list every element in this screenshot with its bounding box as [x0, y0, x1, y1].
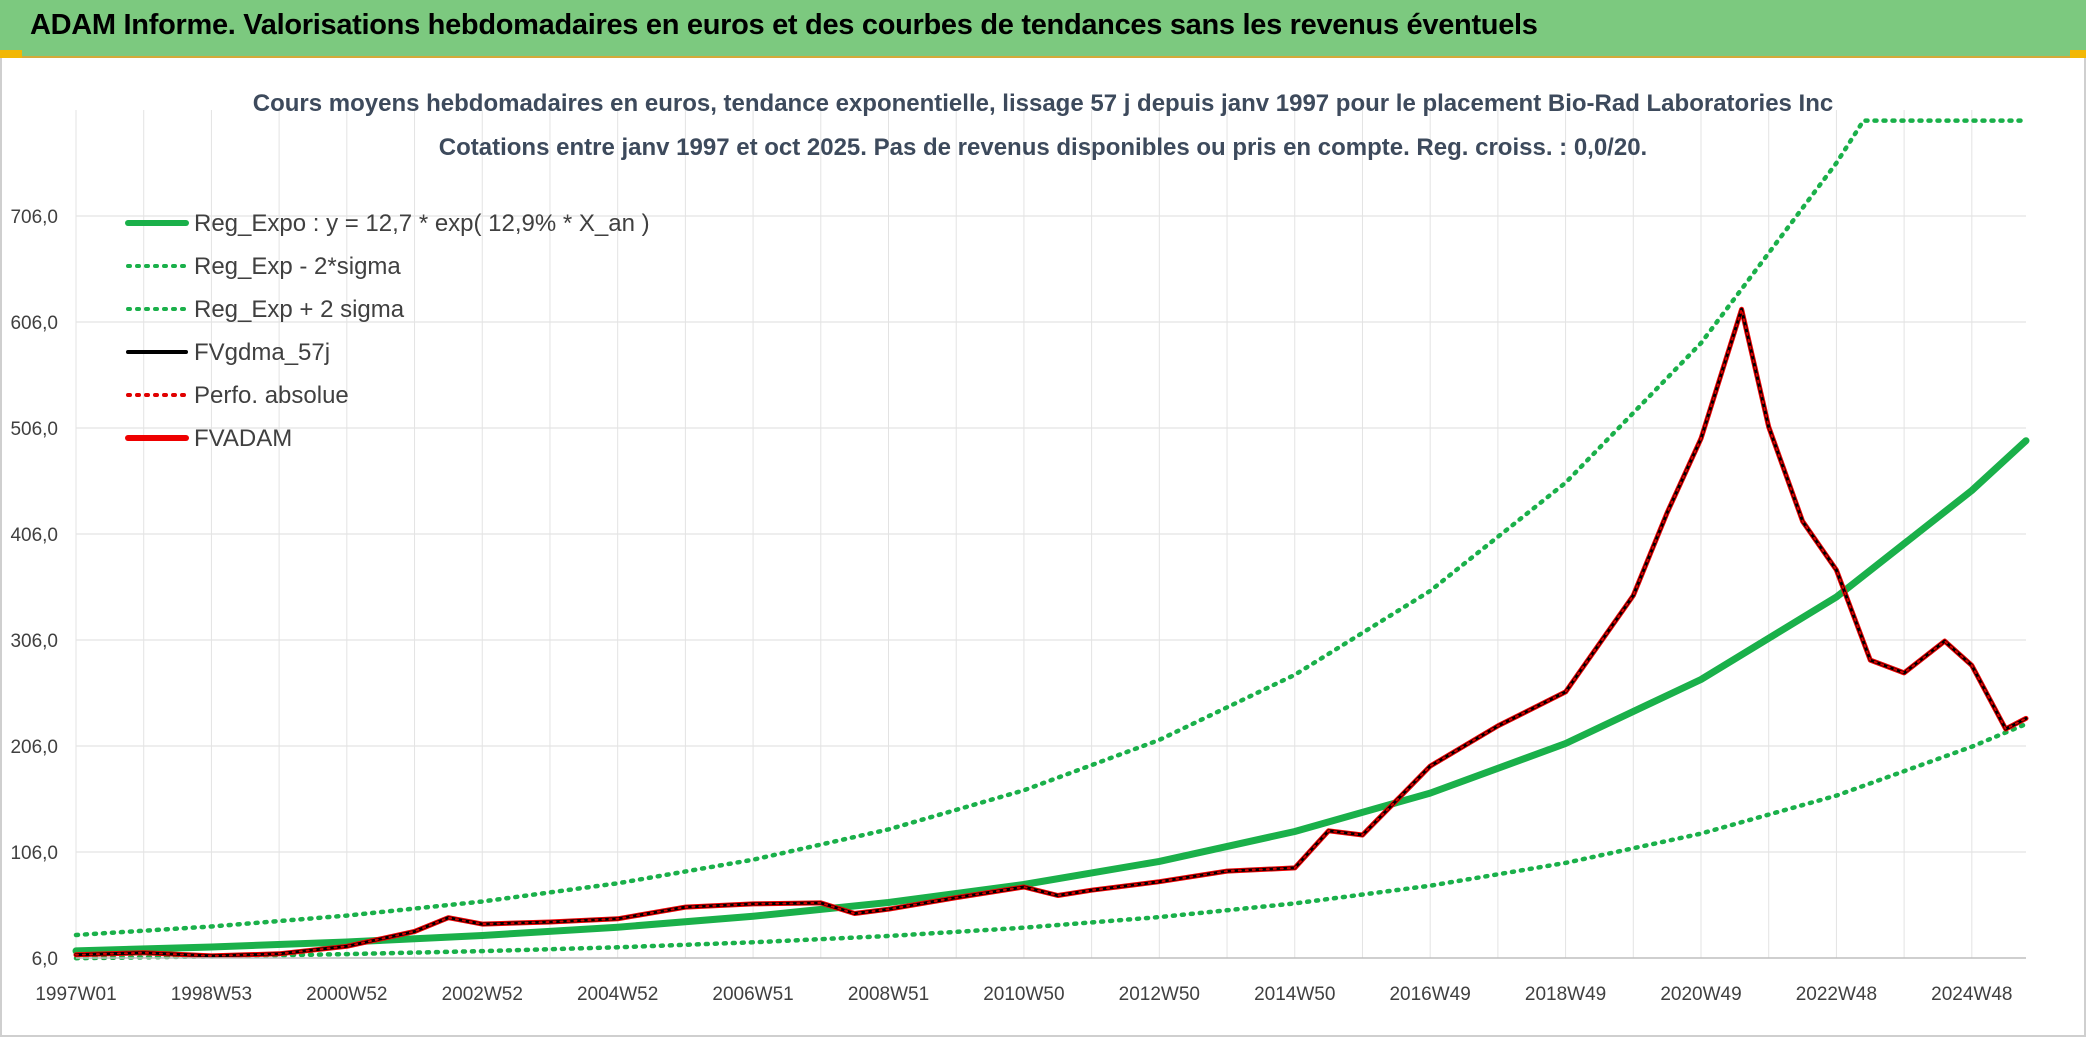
- series-line-reg-exp-2-sigma: [73, 118, 2029, 938]
- y-tick-label: 306,0: [10, 631, 58, 652]
- report-title: ADAM Informe. Valorisations hebdomadaire…: [30, 9, 1538, 41]
- legend-label: FVADAM: [194, 425, 292, 452]
- legend-label: Reg_Exp - 2*sigma: [194, 253, 401, 280]
- x-tick-label: 2004W52: [577, 984, 658, 1005]
- banner-accent-left: [0, 50, 22, 58]
- grid-layer: [75, 110, 2026, 959]
- x-tick-label: 2002W52: [442, 984, 523, 1005]
- y-tick-label: 106,0: [10, 843, 58, 864]
- y-tick-label: 606,0: [10, 313, 58, 334]
- x-tick-label: 2014W50: [1254, 984, 1335, 1005]
- series-layer: [72, 118, 2030, 961]
- chart-title: Cours moyens hebdomadaires en euros, ten…: [253, 90, 1833, 117]
- legend-label: Reg_Expo : y = 12,7 * exp( 12,9% * X_an …: [194, 210, 650, 237]
- series-line-reg-exp-2-sigma: [73, 721, 2029, 961]
- series-line-reg-expo: [72, 437, 2030, 955]
- x-tick-label: 2024W48: [1931, 984, 2012, 1005]
- x-tick-label: 1998W53: [171, 984, 252, 1005]
- series-line-perfo-absolue: [75, 308, 2027, 957]
- legend-label: Perfo. absolue: [194, 382, 349, 409]
- y-tick-label: 506,0: [10, 419, 58, 440]
- x-tick-label: 2020W49: [1660, 984, 1741, 1005]
- x-tick-label: 2008W51: [848, 984, 929, 1005]
- x-tick-label: 1997W01: [35, 984, 116, 1005]
- x-tick-label: 2000W52: [306, 984, 387, 1005]
- legend-label: FVgdma_57j: [194, 339, 330, 366]
- report-banner: ADAM Informe. Valorisations hebdomadaire…: [0, 0, 2086, 58]
- x-tick-label: 2018W49: [1525, 984, 1606, 1005]
- x-tick-label: 2006W51: [712, 984, 793, 1005]
- y-tick-label: 706,0: [10, 207, 58, 228]
- series-line-fvadam: [73, 306, 2029, 959]
- banner-accent-right: [2070, 50, 2086, 58]
- axis-layer: 6,0 106,0 206,0 306,0 406,0 506,0 606,0 706,0 19…: [10, 207, 2026, 1005]
- x-tick-label: 2016W49: [1389, 984, 1470, 1005]
- y-tick-label: 206,0: [10, 737, 58, 758]
- legend-label: Reg_Exp + 2 sigma: [194, 296, 405, 323]
- y-tick-label: 6,0: [32, 949, 58, 970]
- x-tick-label: 2012W50: [1119, 984, 1200, 1005]
- legend: Reg_Expo : y = 12,7 * exp( 12,9% * X_an …: [125, 210, 650, 452]
- y-tick-label: 406,0: [10, 525, 58, 546]
- series-line-fvgdma-57j: [74, 307, 2028, 958]
- x-tick-label: 2010W50: [983, 984, 1064, 1005]
- x-tick-label: 2022W48: [1796, 984, 1877, 1005]
- chart-subtitle: Cotations entre janv 1997 et oct 2025. P…: [439, 134, 1647, 161]
